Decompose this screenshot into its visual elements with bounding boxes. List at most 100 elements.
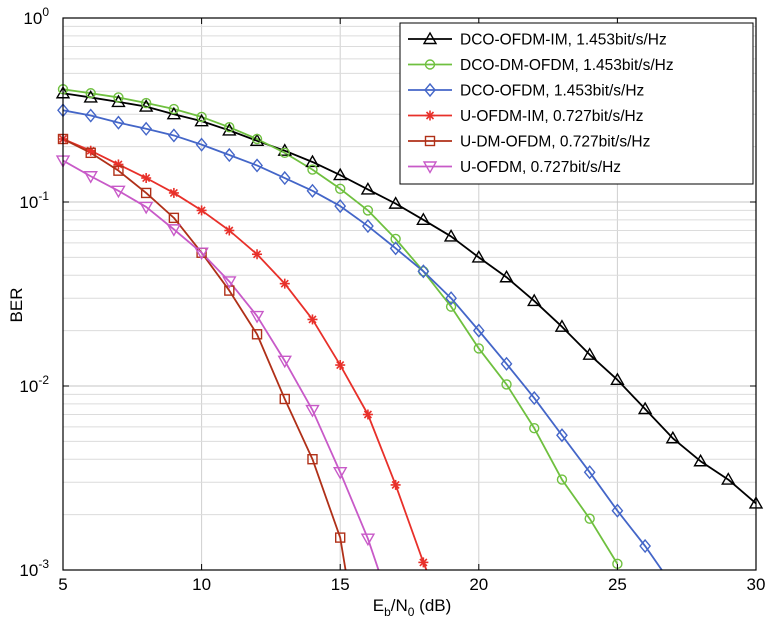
data-point-marker — [85, 147, 96, 159]
x-axis-label-sub1: b — [384, 605, 391, 618]
x-tick-label: 5 — [58, 575, 67, 594]
data-point-marker — [360, 182, 376, 195]
data-point-marker — [305, 154, 320, 168]
series-line-6 — [63, 159, 380, 570]
data-point-marker — [418, 557, 429, 568]
x-tick-label: 10 — [192, 575, 211, 594]
y-tick-label: 10-2 — [19, 373, 49, 396]
data-point-marker — [167, 128, 180, 143]
legend-box — [399, 22, 754, 185]
series-line-4 — [63, 138, 428, 570]
legend-marker — [424, 135, 436, 147]
data-point-marker — [528, 390, 541, 406]
data-point-marker — [665, 430, 681, 444]
data-point-marker — [278, 170, 291, 186]
data-point-marker — [582, 347, 597, 360]
data-point-marker — [332, 467, 348, 480]
data-point-marker — [556, 474, 568, 485]
data-point-marker — [335, 532, 346, 543]
data-point-marker — [166, 224, 182, 237]
data-point-marker — [307, 314, 318, 325]
data-point-marker — [362, 218, 374, 234]
data-point-marker — [252, 249, 263, 260]
data-point-marker — [111, 185, 126, 199]
data-point-marker — [113, 165, 124, 176]
data-point-marker — [168, 103, 180, 115]
data-point-marker — [251, 133, 263, 145]
x-tick-label: 20 — [469, 575, 488, 594]
series-line-5 — [63, 138, 347, 570]
data-point-marker — [140, 121, 153, 136]
data-point-marker — [306, 183, 319, 198]
data-point-marker — [637, 401, 653, 415]
data-point-marker — [500, 356, 513, 371]
data-point-marker — [305, 404, 320, 418]
y-tick-label: 100 — [23, 5, 49, 28]
data-point-marker — [249, 133, 265, 147]
data-point-marker — [472, 323, 485, 338]
data-point-marker — [335, 183, 346, 194]
plot-area-frame — [62, 17, 757, 571]
data-point-marker — [251, 329, 263, 340]
data-point-marker — [473, 343, 484, 354]
data-point-marker — [85, 88, 96, 99]
data-point-marker — [332, 167, 348, 181]
data-point-marker — [279, 393, 290, 405]
data-point-marker — [277, 355, 292, 369]
data-point-marker — [113, 159, 124, 170]
x-axis-label: Eb/N0 (dB) — [373, 596, 452, 618]
legend-label: DCO-OFDM, 1.453bit/s/Hz — [460, 83, 644, 100]
series-line-3 — [63, 109, 663, 570]
legend-marker — [424, 82, 436, 98]
data-point-marker — [85, 145, 96, 156]
x-axis-label-tail: (dB) — [414, 596, 451, 615]
data-point-marker — [196, 205, 207, 216]
legend-label: DCO-DM-OFDM, 1.453bit/s/Hz — [460, 57, 674, 74]
data-point-marker — [417, 264, 430, 279]
y-tick-label: 10-3 — [19, 557, 49, 580]
data-point-marker — [445, 291, 457, 306]
data-point-marker — [584, 513, 595, 524]
data-point-marker — [140, 187, 152, 199]
data-point-marker — [222, 276, 237, 289]
data-point-marker — [279, 147, 290, 159]
data-point-marker — [138, 201, 154, 215]
data-point-marker — [279, 278, 290, 289]
data-point-marker — [610, 372, 625, 386]
x-axis-label-mid: /N — [391, 596, 408, 615]
data-point-marker — [445, 301, 457, 312]
data-point-marker — [360, 533, 376, 547]
axis-ticks: 5 10 15 20 25 30 100 10-1 10-2 10-3 — [19, 5, 765, 594]
data-point-marker — [222, 122, 237, 136]
data-point-marker — [194, 247, 209, 261]
data-point-marker — [196, 111, 207, 123]
data-point-marker — [362, 205, 374, 216]
y-tick-label: 10-1 — [19, 189, 49, 212]
legend-label: U-DM-OFDM, 0.727bit/s/Hz — [460, 134, 650, 151]
data-point-marker — [388, 196, 403, 209]
data-point-marker — [168, 212, 180, 224]
data-point-marker — [611, 503, 624, 518]
data-point-marker — [141, 173, 152, 184]
data-point-marker — [195, 137, 208, 152]
data-point-marker — [166, 106, 182, 120]
x-axis-label-sub2: 0 — [408, 605, 415, 618]
data-point-marker — [224, 225, 235, 236]
data-point-marker — [639, 538, 652, 554]
legend-marker — [424, 59, 436, 70]
legend-label: DCO-OFDM-IM, 1.453bit/s/Hz — [460, 32, 667, 49]
legend-label: U-OFDM, 0.727bit/s/Hz — [460, 159, 621, 176]
data-point-marker — [693, 453, 708, 467]
legend-label: U-OFDM-IM, 0.727bit/s/Hz — [460, 108, 643, 125]
data-point-marker — [583, 465, 596, 480]
data-point-marker — [501, 379, 512, 390]
data-point-marker — [249, 310, 265, 324]
data-point-marker — [251, 158, 263, 173]
data-point-marker — [499, 269, 514, 283]
data-point-marker — [527, 293, 542, 307]
x-tick-label: 15 — [331, 575, 350, 594]
data-point-marker — [389, 241, 402, 256]
data-point-marker — [84, 108, 97, 123]
data-point-marker — [112, 115, 125, 130]
